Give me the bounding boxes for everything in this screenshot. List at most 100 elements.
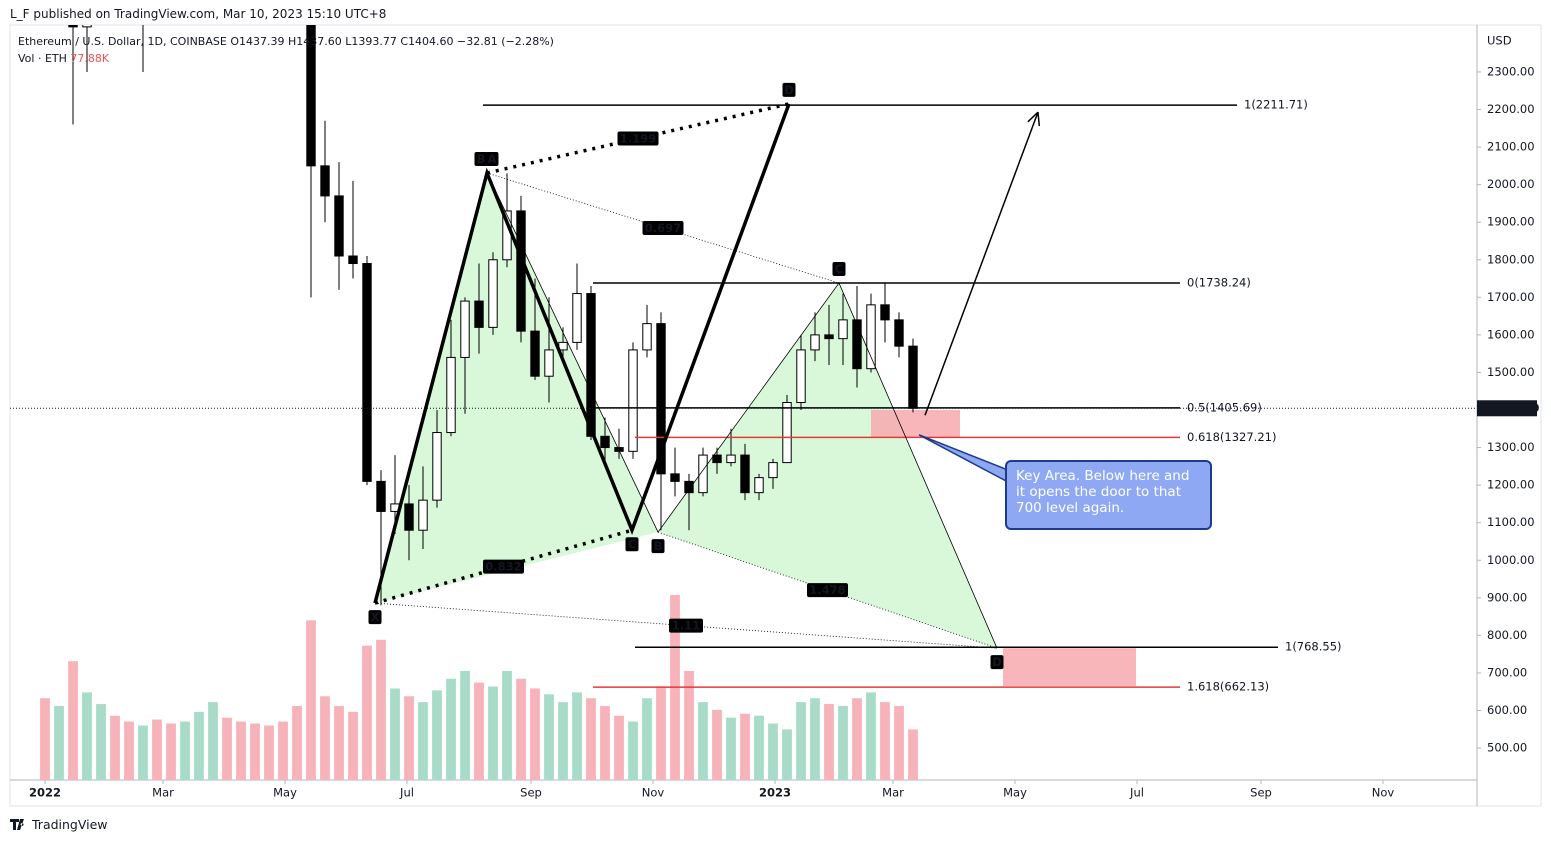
x-tick-label: Nov xyxy=(1372,786,1395,800)
pattern-label: X xyxy=(371,610,380,624)
candle-body xyxy=(908,345,918,409)
volume-bar xyxy=(768,723,778,780)
candle-body xyxy=(348,255,358,265)
volume-bar xyxy=(446,678,456,780)
x-tick-label: Nov xyxy=(642,786,665,800)
volume-bar xyxy=(264,725,274,780)
pattern-label: C xyxy=(628,537,636,551)
volume-bar xyxy=(194,711,204,780)
y-tick-label: 2000.00 xyxy=(1487,177,1535,191)
label-box xyxy=(642,221,684,236)
candle-body xyxy=(572,293,582,343)
candle-body xyxy=(432,432,442,501)
annotation-callout: Key Area. Below here and it opens the do… xyxy=(1005,460,1212,530)
symbol-title: Ethereum / U.S. Dollar, 1D, COINBASE xyxy=(18,35,227,48)
volume-legend: Vol · ETH 77.88K xyxy=(18,52,109,65)
label-box xyxy=(990,655,1004,670)
candle-body xyxy=(474,300,484,328)
volume-bar xyxy=(180,721,190,780)
label-box xyxy=(782,82,796,97)
volume-bar xyxy=(124,721,134,780)
y-tick-label: 1900.00 xyxy=(1487,215,1535,229)
candle-body xyxy=(306,25,316,167)
volume-bar xyxy=(320,696,330,780)
label-box xyxy=(485,151,499,166)
publish-header: L_F published on TradingView.com, Mar 10… xyxy=(10,7,387,21)
candle-body xyxy=(82,25,92,28)
fib-level-label: 1.618(662.13) xyxy=(1187,680,1269,694)
y-tick-label: 2100.00 xyxy=(1487,140,1535,154)
y-tick-label: 1000.00 xyxy=(1487,553,1535,567)
candle-body xyxy=(880,304,890,321)
pattern-label: 1.11 xyxy=(672,619,700,633)
volume-label: Vol · ETH xyxy=(18,52,67,65)
volume-bar xyxy=(810,698,820,780)
volume-bar xyxy=(614,715,624,780)
volume-bar xyxy=(110,715,120,780)
volume-bar xyxy=(138,725,148,780)
candle-body xyxy=(894,319,904,347)
volume-bar xyxy=(236,721,246,780)
volume-bar xyxy=(558,702,568,780)
volume-bar xyxy=(628,721,638,780)
fib-level-label: 0(1738.24) xyxy=(1187,275,1251,289)
arrow-line xyxy=(924,111,1039,416)
label-box xyxy=(807,583,848,598)
candle-body xyxy=(768,462,778,479)
candle-body xyxy=(362,263,372,482)
y-tick-label: 1100.00 xyxy=(1487,515,1535,529)
x-tick-label: 2023 xyxy=(759,786,791,800)
volume-bar xyxy=(572,692,582,780)
fib-level-label: 0.618(1327.21) xyxy=(1187,430,1276,444)
pattern-fill xyxy=(375,172,658,604)
label-box xyxy=(625,537,639,552)
y-tick-label: 1500.00 xyxy=(1487,365,1535,379)
volume-bar xyxy=(376,639,386,780)
candle-body xyxy=(838,319,848,340)
axes: USD 500.00 600.00 700.00 800.00 900.00 1000.0… xyxy=(29,34,1539,800)
candle-body xyxy=(460,300,470,358)
volume-bar xyxy=(460,670,470,780)
y-tick-label: 1300.00 xyxy=(1487,440,1535,454)
pattern-label: A xyxy=(488,152,497,166)
volume-bar xyxy=(166,723,176,780)
volume-bar xyxy=(292,706,302,780)
volume-bar xyxy=(698,702,708,780)
y-tick-label: 900.00 xyxy=(1487,590,1527,604)
volume-bar xyxy=(488,686,498,780)
candle-body xyxy=(600,435,610,449)
y-tick-label: 800.00 xyxy=(1487,628,1527,642)
volume-bar xyxy=(894,706,904,780)
x-tick-label: Jul xyxy=(1129,786,1144,800)
brand-name: TradingView xyxy=(32,817,108,832)
volume-bar xyxy=(278,721,288,780)
volume-bar xyxy=(390,688,400,780)
volume-bar xyxy=(152,719,162,780)
pattern-fill xyxy=(658,283,997,649)
label-box xyxy=(617,131,659,146)
pattern-label: 0.697 xyxy=(645,221,681,235)
label-box xyxy=(474,151,488,166)
pattern-label: B xyxy=(654,539,663,553)
volume-bar xyxy=(656,686,666,780)
fib-level-label: 1(768.55) xyxy=(1285,640,1342,654)
candle-body xyxy=(782,402,792,464)
volume-bar xyxy=(334,706,344,780)
candle-body xyxy=(530,330,540,377)
volume-bar xyxy=(68,661,78,780)
x-tick-label: Jul xyxy=(399,786,414,800)
y-tick-label: 2200.00 xyxy=(1487,102,1535,116)
x-tick-label: Mar xyxy=(882,786,904,800)
volume-bar xyxy=(474,682,484,780)
y-axis-label: USD xyxy=(1487,34,1512,48)
label-box xyxy=(669,618,703,633)
label-box xyxy=(651,539,665,554)
x-tick-label: Mar xyxy=(152,786,174,800)
pattern-label: D xyxy=(784,83,794,97)
candle-body xyxy=(656,323,666,475)
candle-body xyxy=(446,356,456,434)
zone xyxy=(1003,648,1136,687)
volume-bar xyxy=(866,692,876,780)
callout-pointer xyxy=(918,434,1009,484)
